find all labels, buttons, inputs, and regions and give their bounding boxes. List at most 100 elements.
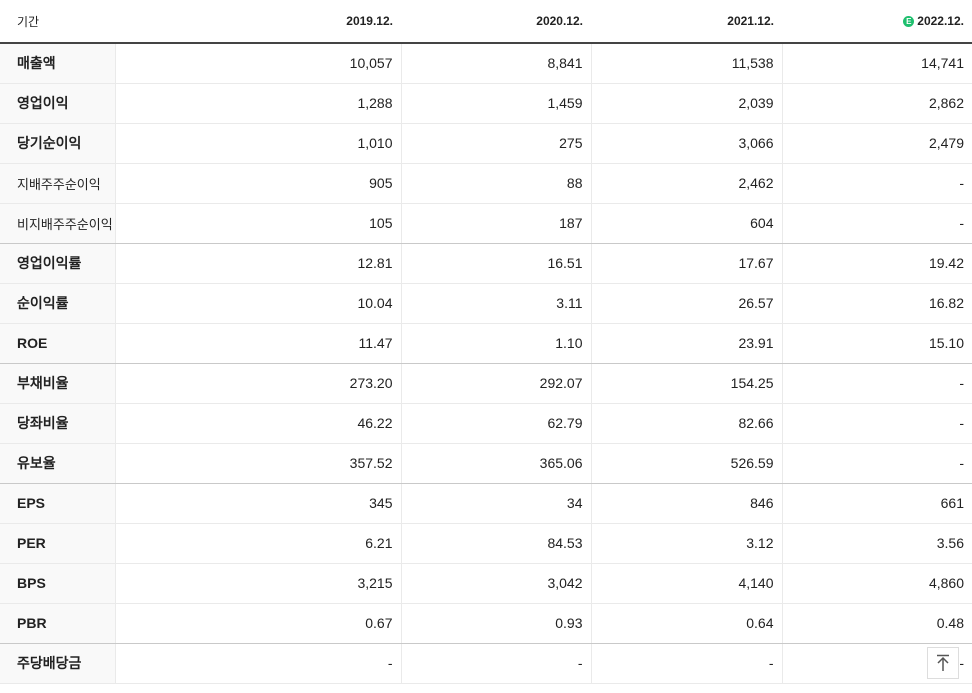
table-row: 당기순이익 1,010 275 3,066 2,479 <box>0 123 972 164</box>
table-cell: 0.48 <box>781 603 972 644</box>
table-cell: 34 <box>400 483 591 524</box>
table-cell: 84.53 <box>400 523 591 564</box>
table-cell: 4,860 <box>781 563 972 604</box>
table-cell: 105 <box>114 203 401 244</box>
table-row: 영업이익률 12.81 16.51 17.67 19.42 <box>0 243 972 284</box>
table-cell: 292.07 <box>400 363 591 404</box>
row-label: EPS <box>0 483 115 524</box>
row-label: 영업이익 <box>0 83 115 124</box>
table-cell: 3,042 <box>400 563 591 604</box>
table-cell: 604 <box>590 203 782 244</box>
table-cell: 357.52 <box>114 443 401 484</box>
table-cell: 2,039 <box>590 83 782 124</box>
table-cell: 3.56 <box>781 523 972 564</box>
table-cell: 1,459 <box>400 83 591 124</box>
table-cell: 2,462 <box>590 163 782 204</box>
column-header: 2021.12. <box>591 0 782 44</box>
table-cell: 345 <box>114 483 401 524</box>
table-cell: 62.79 <box>400 403 591 444</box>
column-header: 2019.12. <box>115 0 401 44</box>
table-row: 당좌비율 46.22 62.79 82.66- <box>0 403 972 444</box>
table-cell: 661 <box>781 483 972 524</box>
table-row: 주당배당금 - - - - <box>0 643 972 684</box>
table-cell: 82.66 <box>590 403 782 444</box>
table-cell: 6.21 <box>114 523 401 564</box>
table-cell: 46.22 <box>114 403 401 444</box>
table-cell: - <box>781 363 972 404</box>
table-row: BPS 3,215 3,042 4,140 4,860 <box>0 563 972 604</box>
table-cell: - <box>781 203 972 244</box>
table-cell: 365.06 <box>400 443 591 484</box>
table-cell: 88 <box>400 163 591 204</box>
table-row: EPS 345 34 846 661 <box>0 483 972 524</box>
table-cell: - <box>114 643 401 684</box>
table-cell: - <box>590 643 782 684</box>
column-header-label: 2022.12. <box>917 14 964 28</box>
table-cell: 11.47 <box>114 323 401 364</box>
table-cell: 10,057 <box>114 43 401 84</box>
table-row: ROE 11.47 1.10 23.91 15.10 <box>0 323 972 364</box>
table-cell: - <box>400 643 591 684</box>
table-cell: 11,538 <box>590 43 782 84</box>
row-label: 당기순이익 <box>0 123 115 164</box>
table-cell: 1.10 <box>400 323 591 364</box>
column-header: 2020.12. <box>401 0 591 44</box>
table-cell: 26.57 <box>590 283 782 324</box>
scroll-top-button[interactable] <box>927 647 959 679</box>
row-label: 비지배주주순이익 <box>0 203 115 244</box>
header-row: 기간 2019.12. 2020.12. 2021.12. E 2022.12. <box>0 0 972 44</box>
table-cell: 2,862 <box>781 83 972 124</box>
table-cell: 1,010 <box>114 123 401 164</box>
table-cell: 187 <box>400 203 591 244</box>
row-label: PBR <box>0 603 115 644</box>
table-cell: 3.12 <box>590 523 782 564</box>
arrow-up-to-top-icon <box>937 654 949 671</box>
table-cell: 4,140 <box>590 563 782 604</box>
column-header-estimate: E 2022.12. <box>782 0 972 44</box>
table-cell: 10.04 <box>114 283 401 324</box>
table-cell: 3,066 <box>590 123 782 164</box>
table-cell: 0.64 <box>590 603 782 644</box>
table-cell: 12.81 <box>114 243 401 284</box>
table-row: 순이익률 10.04 3.11 26.57 16.82 <box>0 283 972 324</box>
table-cell: 3,215 <box>114 563 401 604</box>
table-cell: 3.11 <box>400 283 591 324</box>
table-cell: 16.82 <box>781 283 972 324</box>
row-label: 지배주주순이익 <box>0 163 115 204</box>
table-cell: 16.51 <box>400 243 591 284</box>
table-cell: 154.25 <box>590 363 782 404</box>
table-row: PBR 0.67 0.93 0.64 0.48 <box>0 603 972 644</box>
table-cell: - <box>781 403 972 444</box>
table-cell: - <box>781 443 972 484</box>
row-label: ROE <box>0 323 115 364</box>
row-label: 당좌비율 <box>0 403 115 444</box>
table-row: 부채비율 273.20 292.07 154.25- <box>0 363 972 404</box>
table-row: 유보율 357.52 365.06 526.59- <box>0 443 972 484</box>
table-cell: 2,479 <box>781 123 972 164</box>
table-cell: 526.59 <box>590 443 782 484</box>
table-cell: 15.10 <box>781 323 972 364</box>
table-cell: 846 <box>590 483 782 524</box>
table-cell: 8,841 <box>400 43 591 84</box>
table-row: 지배주주순이익 905 88 2,462- <box>0 163 972 204</box>
row-label: 유보율 <box>0 443 115 484</box>
table-cell: 0.93 <box>400 603 591 644</box>
estimate-badge-icon: E <box>903 16 915 27</box>
table-cell: - <box>781 163 972 204</box>
table-row: PER 6.21 84.53 3.12 3.56 <box>0 523 972 564</box>
table-cell: 19.42 <box>781 243 972 284</box>
table-cell: 273.20 <box>114 363 401 404</box>
table-row: 영업이익 1,288 1,459 2,039 2,862 <box>0 83 972 124</box>
table-row: 매출액 10,057 8,841 11,538 14,741 <box>0 43 972 84</box>
table-cell: 17.67 <box>590 243 782 284</box>
period-header: 기간 <box>0 0 115 44</box>
table-cell: 0.67 <box>114 603 401 644</box>
row-label: 주당배당금 <box>0 643 115 684</box>
row-label: 순이익률 <box>0 283 115 324</box>
row-label: 부채비율 <box>0 363 115 404</box>
row-label: 매출액 <box>0 43 115 84</box>
table-cell: 1,288 <box>114 83 401 124</box>
table-cell: 905 <box>114 163 401 204</box>
table-cell: 275 <box>400 123 591 164</box>
